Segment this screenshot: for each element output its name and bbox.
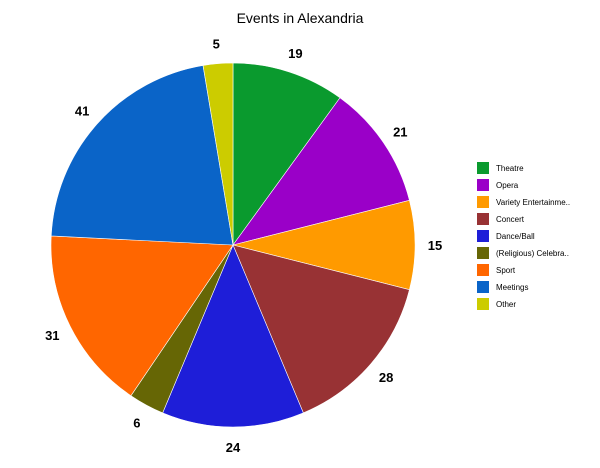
legend-label: Variety Entertainme.. <box>496 198 570 207</box>
legend-item: (Religious) Celebra.. <box>477 247 569 259</box>
legend-item: Dance/Ball <box>477 230 535 242</box>
slice-value-label: 31 <box>45 328 59 343</box>
legend-item: Other <box>477 298 516 310</box>
pie-slice-dance-ball <box>162 244 304 428</box>
chart-title: Events in Alexandria <box>237 10 364 26</box>
pie-slice-sport <box>50 235 234 397</box>
legend-swatch <box>477 179 489 191</box>
legend-label: Theatre <box>496 164 524 173</box>
legend-label: (Religious) Celebra.. <box>496 249 569 258</box>
slice-value-label: 6 <box>133 416 140 431</box>
legend-item: Concert <box>477 213 525 225</box>
legend-label: Other <box>496 300 516 309</box>
legend-swatch <box>477 213 489 225</box>
legend-label: Sport <box>496 266 516 275</box>
pie-slice-variety-entertainment <box>232 199 416 291</box>
legend-swatch <box>477 298 489 310</box>
slice-value-label: 24 <box>226 440 241 455</box>
legend-item: Meetings <box>477 281 528 293</box>
legend-swatch <box>477 264 489 276</box>
legend-label: Concert <box>496 215 525 224</box>
legend-item: Theatre <box>477 162 524 174</box>
pie-slice-theatre <box>232 62 341 246</box>
legend-item: Variety Entertainme.. <box>477 196 570 208</box>
slice-value-label: 28 <box>379 370 393 385</box>
slice-value-label: 21 <box>393 125 407 140</box>
slice-value-label: 15 <box>428 238 442 253</box>
legend: Theatre Opera Variety Entertainme.. Concert… <box>477 162 570 310</box>
legend-label: Dance/Ball <box>496 232 535 241</box>
pie-slice-opera <box>232 97 410 246</box>
slice-value-label: 5 <box>213 37 220 52</box>
pie-slice-concert <box>232 244 410 414</box>
legend-swatch <box>477 247 489 259</box>
slice-value-label: 41 <box>75 104 89 119</box>
slice-value-label: 19 <box>288 46 302 61</box>
slice-value-labels: 19 21 15 28 24 6 31 41 5 <box>45 37 442 455</box>
legend-swatch <box>477 162 489 174</box>
pie-slice-other <box>202 62 234 246</box>
legend-swatch <box>477 230 489 242</box>
pie-slice-meetings <box>50 65 234 246</box>
legend-swatch <box>477 281 489 293</box>
legend-item: Sport <box>477 264 516 276</box>
legend-swatch <box>477 196 489 208</box>
legend-label: Opera <box>496 181 519 190</box>
pie-slices <box>50 62 416 428</box>
legend-item: Opera <box>477 179 519 191</box>
legend-label: Meetings <box>496 283 528 292</box>
